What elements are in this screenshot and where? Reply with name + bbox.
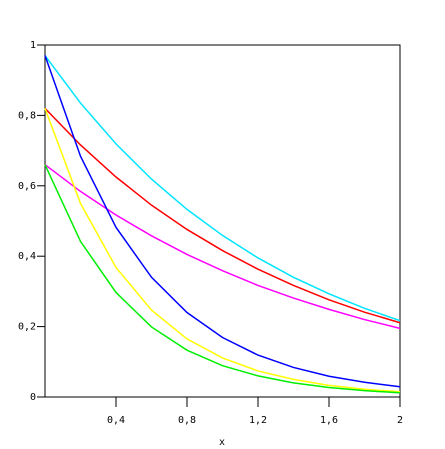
y-tick-label: 0,4: [18, 251, 36, 262]
y-tick-label: 0: [30, 392, 36, 403]
x-tick-label: 1,6: [320, 415, 338, 426]
series-line: [44, 164, 401, 330]
y-tick-label: 0,8: [18, 110, 36, 121]
x-tick-label: 0,8: [178, 415, 196, 426]
series-line: [44, 164, 401, 394]
x-axis-label: x: [219, 437, 225, 445]
y-tick-label: 0,2: [18, 322, 36, 333]
plot-frame: [44, 44, 401, 398]
x-tick-label: 0,4: [107, 415, 125, 426]
series-line: [44, 55, 401, 322]
y-tick-label: 0,6: [18, 181, 36, 192]
x-tick-label: 2: [397, 415, 403, 426]
y-tick-label: 1: [30, 40, 36, 51]
x-tick-label: 1,2: [249, 415, 267, 426]
series-line: [44, 108, 401, 393]
series-line: [44, 55, 401, 388]
series-line: [44, 107, 401, 324]
